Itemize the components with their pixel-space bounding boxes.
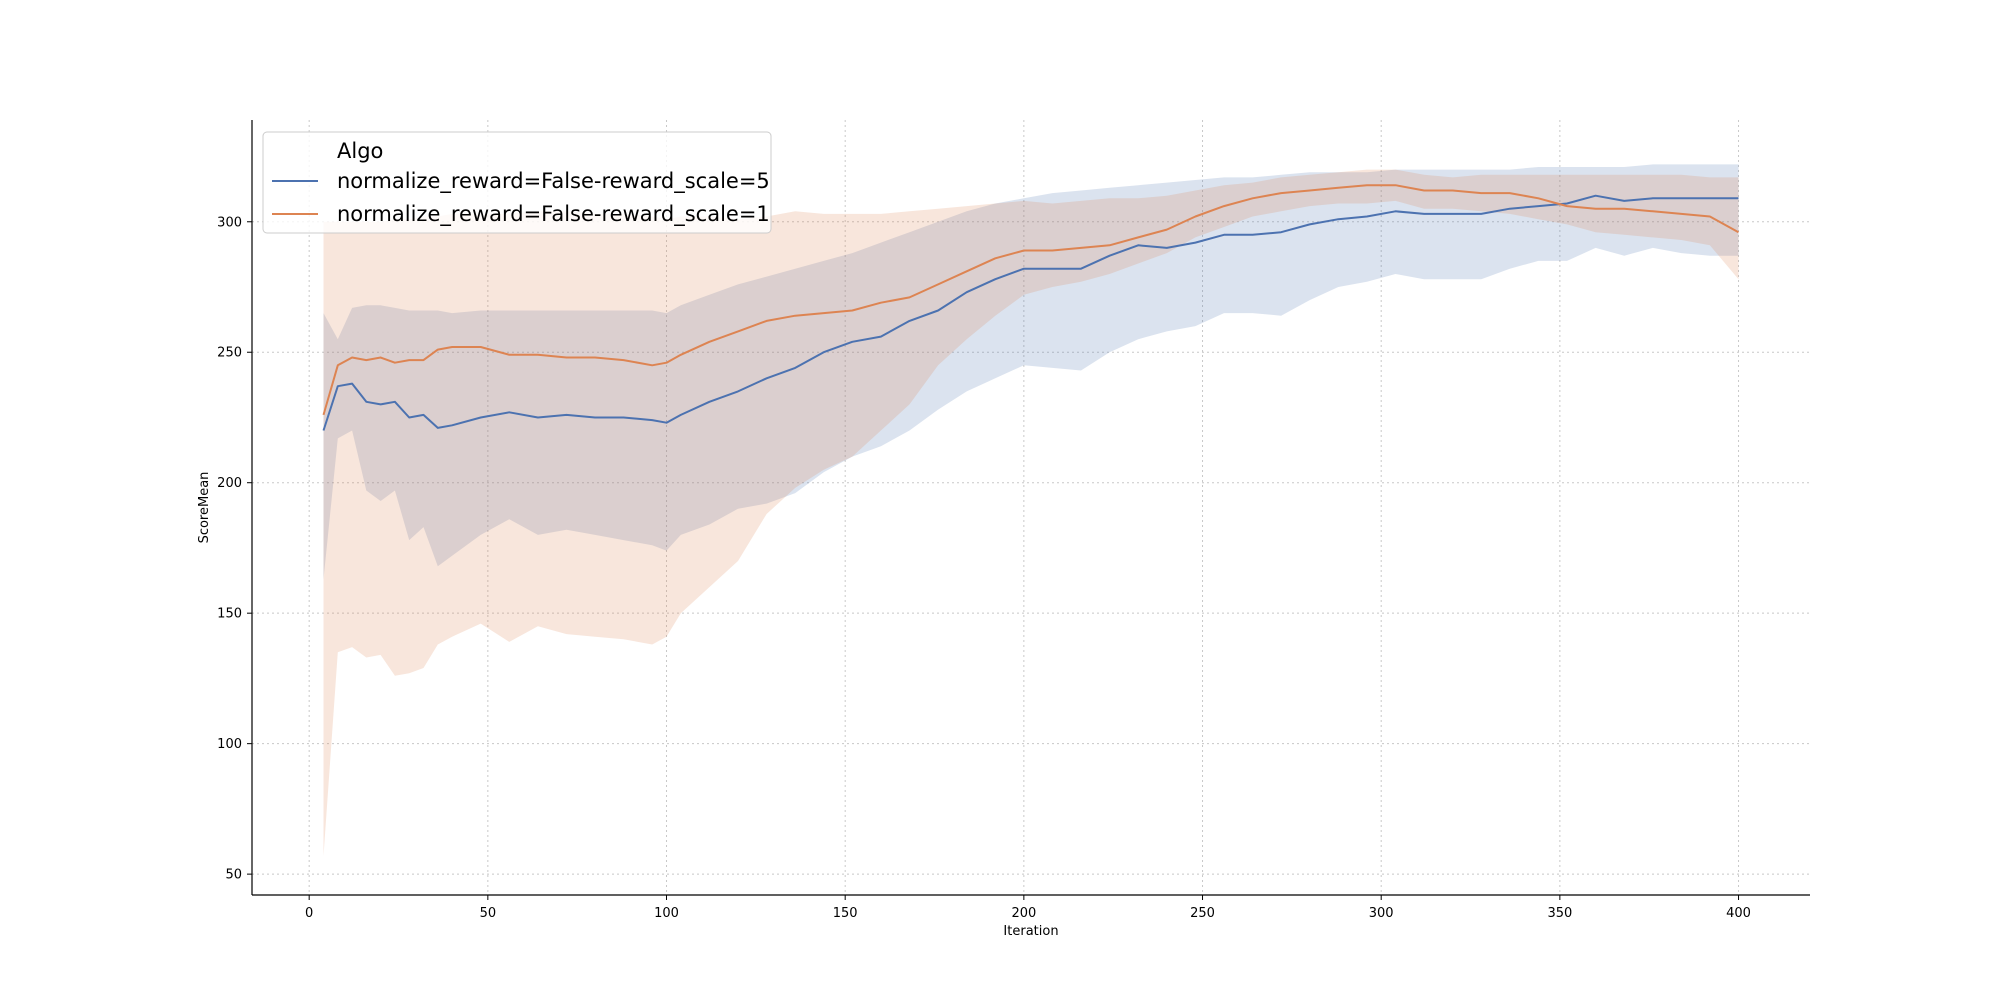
series-1-line — [322, 194, 1739, 431]
y-tick-label: 300 — [217, 215, 242, 230]
x-tick-label: 100 — [654, 906, 679, 921]
x-tick-label: 400 — [1726, 906, 1751, 921]
y-tick-label: 150 — [217, 607, 242, 622]
x-tick-label: 350 — [1547, 906, 1572, 921]
x-tick-label: 150 — [833, 906, 858, 921]
series-lines — [322, 184, 1739, 431]
x-tick-label: 200 — [1011, 906, 1036, 921]
legend-title: Algo — [337, 139, 383, 163]
series-1-confidence-band — [323, 164, 1739, 580]
axis-ticks: 0 50 100 150 200 250 300 350 400 50 100 150 200 250 30… — [217, 215, 1751, 921]
legend-entries: normalize_reward=False-reward_scale=5nor… — [272, 169, 770, 227]
legend-label-series-2: normalize_reward=False-reward_scale=1 — [337, 202, 770, 227]
x-tick-label: 0 — [305, 906, 313, 921]
y-tick-label: 100 — [217, 737, 242, 752]
x-tick-label: 250 — [1190, 906, 1215, 921]
legend-label-series-1: normalize_reward=False-reward_scale=5 — [337, 169, 770, 194]
y-axis-title: ScoreMean — [197, 472, 212, 544]
legend: Algo normalize_reward=False-reward_scale… — [262, 131, 772, 234]
series-2-confidence-band — [323, 169, 1739, 856]
x-tick-label: 300 — [1369, 906, 1394, 921]
y-tick-label: 200 — [217, 476, 242, 491]
gridlines — [252, 120, 1810, 895]
x-axis-title: Iteration — [1003, 924, 1058, 939]
y-tick-label: 50 — [225, 868, 242, 883]
axes — [251, 120, 1810, 896]
y-tick-label: 250 — [217, 346, 242, 361]
legend-frame — [262, 131, 772, 234]
confidence-bands — [323, 164, 1739, 856]
x-tick-label: 50 — [480, 906, 497, 921]
series-2-line — [322, 184, 1739, 416]
